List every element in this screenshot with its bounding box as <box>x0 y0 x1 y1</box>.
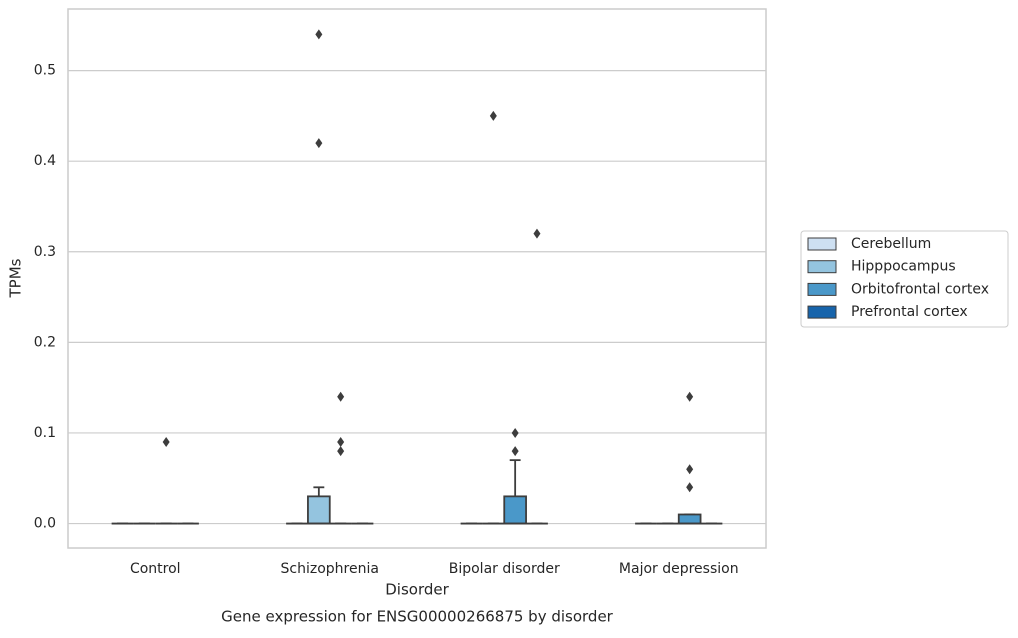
y-axis-label: TPMs <box>7 258 25 298</box>
outlier <box>533 228 541 239</box>
outlier <box>686 482 694 493</box>
legend-label: Prefrontal cortex <box>851 304 968 320</box>
outlier <box>686 391 694 402</box>
x-tick-label: Bipolar disorder <box>449 561 560 577</box>
box <box>503 495 527 525</box>
x-tick-label: Control <box>130 561 181 577</box>
legend-frame <box>800 230 1009 328</box>
box <box>677 513 702 525</box>
legend-label: Hipppocampus <box>851 259 956 275</box>
y-tick-label: 0.0 <box>34 516 56 532</box>
outlier <box>162 437 170 448</box>
outlier <box>511 446 519 457</box>
legend-swatch <box>807 260 837 274</box>
y-tick-label: 0.4 <box>34 153 56 169</box>
x-tick-label: Major depression <box>619 561 739 577</box>
legend-swatch <box>807 305 837 319</box>
x-axis-label: Disorder <box>385 581 449 599</box>
y-tick-label: 0.2 <box>34 334 56 350</box>
outlier <box>337 446 345 457</box>
legend-label: Cerebellum <box>851 236 931 252</box>
outlier <box>511 427 519 438</box>
outlier <box>315 138 323 149</box>
outlier <box>686 464 694 475</box>
legend-swatch <box>807 237 837 251</box>
x-tick-label: Schizophrenia <box>281 561 379 577</box>
outlier <box>337 391 345 402</box>
legend-label: Orbitofrontal cortex <box>851 281 989 297</box>
y-tick-label: 0.5 <box>34 63 56 79</box>
y-tick-label: 0.1 <box>34 425 56 441</box>
outlier <box>337 437 345 448</box>
chart-title: Gene expression for ENSG00000266875 by d… <box>221 608 614 626</box>
legend-swatch <box>807 282 837 296</box>
plot-frame <box>67 8 767 549</box>
y-tick-label: 0.3 <box>34 244 56 260</box>
outlier <box>315 29 323 40</box>
box <box>307 495 331 525</box>
outlier <box>489 110 497 121</box>
